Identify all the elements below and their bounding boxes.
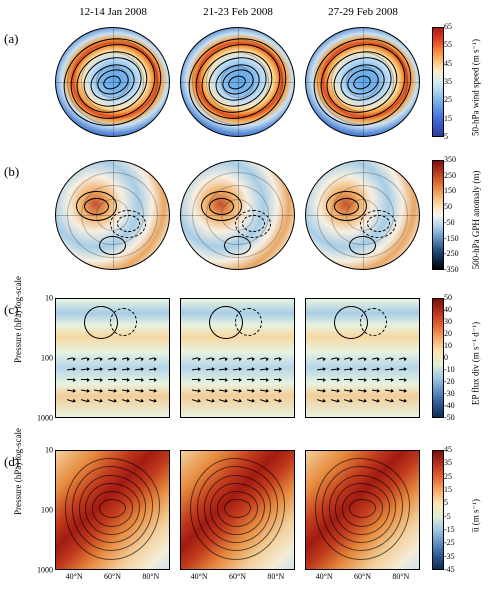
- ylabel-3: Pressure (hPa) log-scale: [13, 428, 23, 515]
- row-label-0: (a): [4, 31, 24, 47]
- panel-3-2: [305, 450, 420, 570]
- colorbar-label-0: 50-hPa wind speed (m s⁻¹): [471, 33, 482, 143]
- colorbar-label-3: u̅ (m s⁻¹): [471, 456, 482, 576]
- colorbar-label-2: EP flux div (m s⁻¹ d⁻¹): [471, 304, 482, 424]
- panel-1-2: [305, 160, 420, 270]
- colorbar-2: [432, 298, 444, 418]
- panel-2-0: [55, 298, 170, 418]
- col-title-0: 12-14 Jan 2008: [53, 6, 173, 18]
- panel-2-2: [305, 298, 420, 418]
- row-label-1: (b): [4, 164, 24, 180]
- panel-0-1: [180, 27, 295, 137]
- panel-2-1: [180, 298, 295, 418]
- col-title-1: 21-23 Feb 2008: [178, 6, 298, 18]
- panel-1-1: [180, 160, 295, 270]
- col-title-2: 27-29 Feb 2008: [303, 6, 423, 18]
- panel-3-1: [180, 450, 295, 570]
- panel-0-2: [305, 27, 420, 137]
- ylabel-2: Pressure (hPa) log-scale: [13, 276, 23, 363]
- colorbar-3: [432, 450, 444, 570]
- colorbar-label-1: 500-hPa GPH anomaly (m): [471, 165, 481, 275]
- colorbar-0: [432, 27, 444, 137]
- panel-1-0: [55, 160, 170, 270]
- panel-3-0: [55, 450, 170, 570]
- figure-root: 12-14 Jan 2008 21-23 Feb 2008 27-29 Feb 20…: [0, 0, 500, 610]
- colorbar-1: [432, 160, 444, 270]
- panel-0-0: [55, 27, 170, 137]
